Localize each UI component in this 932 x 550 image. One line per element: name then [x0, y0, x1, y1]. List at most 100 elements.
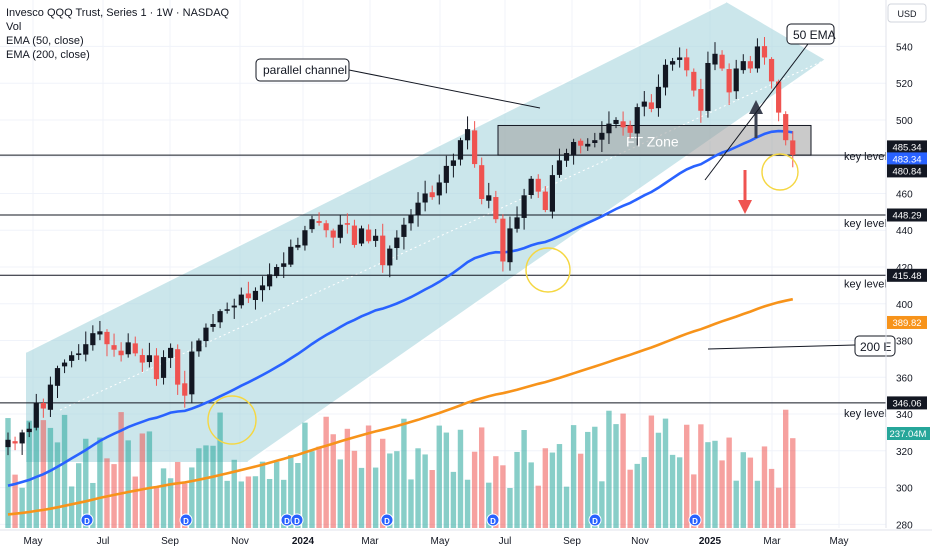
volume-bar	[5, 418, 11, 528]
volume-bar	[316, 446, 322, 528]
volume-bar	[436, 425, 442, 528]
volume-bar	[266, 478, 273, 528]
volume-bar	[125, 440, 131, 528]
candle-body	[514, 217, 520, 229]
channel-upper-line	[25, 1, 727, 353]
volume-bar	[775, 487, 782, 528]
price-tick-label: 360	[896, 373, 913, 384]
dividend-marker-label: D	[384, 517, 390, 526]
candle-body	[309, 219, 315, 230]
volume-bar	[415, 448, 421, 528]
ema200-callout-text: 200 E	[860, 340, 891, 354]
candle-body	[429, 192, 435, 198]
key-level-label: key level	[844, 218, 887, 230]
candle-body	[790, 140, 796, 155]
volume-bar	[54, 442, 61, 528]
key-level-label: key level	[844, 151, 887, 163]
volume-bar	[224, 480, 230, 528]
time-tick-label: 2025	[699, 536, 722, 547]
ema200-callout-box	[854, 335, 896, 357]
volume-bar	[139, 433, 146, 528]
candle-body	[125, 342, 131, 355]
volume-bar	[507, 487, 513, 528]
candle-body	[754, 46, 761, 69]
candle-body	[337, 224, 343, 238]
symbol-title[interactable]: Invesco QQQ Trust, Series 1 · 1W · NASDA…	[6, 7, 230, 19]
volume-bar	[167, 478, 174, 528]
volume-tag-label: 237.04M	[890, 429, 927, 440]
candle-body	[245, 293, 251, 299]
candle-body	[712, 53, 718, 65]
time-tick-label: Sep	[563, 536, 581, 547]
candle-body	[203, 327, 209, 342]
dividend-marker	[179, 513, 193, 527]
volume-bar	[486, 482, 492, 528]
candle-body	[330, 230, 336, 238]
candle-body	[189, 351, 195, 395]
price-tag-label: 448.29	[892, 211, 921, 222]
candle-body	[146, 355, 152, 363]
volume-bar	[585, 431, 591, 528]
price-tick-label: 300	[896, 484, 913, 495]
volume-bar	[606, 410, 612, 528]
volume-bar	[528, 462, 534, 528]
dividend-marker-label: D	[183, 517, 189, 526]
price-tag-label: 483.34	[892, 154, 921, 165]
candle-body	[224, 309, 230, 311]
candle-body	[655, 86, 662, 109]
ema50-legend[interactable]: EMA (50, close)	[6, 35, 84, 47]
candle-body	[274, 267, 280, 277]
candle-body	[563, 153, 570, 161]
channel-callout-text: parallel channel	[263, 63, 347, 77]
time-tick-label: Jul	[499, 536, 512, 547]
dividend-marker	[486, 513, 500, 527]
volume-bar	[691, 474, 697, 528]
candle-body	[76, 353, 82, 356]
volume-bar	[196, 448, 202, 528]
volume-bar	[450, 471, 457, 528]
supply-zone	[497, 124, 812, 156]
volume-bar	[146, 431, 153, 528]
price-tag-label: 346.06	[892, 398, 921, 409]
volume-bar	[669, 454, 676, 528]
price-tick-label: 400	[896, 300, 913, 311]
candle-body	[585, 143, 591, 147]
candle-body	[507, 228, 513, 263]
price-tick-label: 540	[896, 42, 913, 53]
volume-bar	[182, 483, 188, 528]
volume-tag	[887, 427, 930, 440]
volume-bar	[620, 413, 626, 528]
candle-body	[464, 129, 471, 141]
candle-body	[422, 193, 428, 203]
ema200-legend[interactable]: EMA (200, close)	[6, 49, 90, 61]
volume-bar	[203, 445, 209, 528]
dividend-marker-label: D	[294, 517, 300, 526]
candle-body	[351, 225, 358, 245]
candle-body	[373, 235, 379, 241]
volume-bar	[372, 467, 379, 528]
volume-bar	[684, 424, 690, 528]
candle-body	[182, 383, 188, 396]
candle-body	[521, 195, 527, 218]
volume-bar	[429, 470, 435, 528]
volume-bar	[97, 437, 103, 528]
dividend-marker-label: D	[592, 517, 598, 526]
candle-body	[677, 57, 683, 60]
time-tick-label: Nov	[631, 536, 649, 547]
candle-body	[549, 175, 555, 212]
up-arrow-head	[749, 100, 763, 114]
volume-bar	[627, 469, 633, 528]
candle-body	[620, 121, 626, 128]
volume-bar	[344, 428, 351, 528]
volume-bar	[380, 438, 386, 528]
vol-legend[interactable]: Vol	[6, 21, 22, 33]
ema50-line	[7, 129, 793, 487]
candle-body	[627, 125, 633, 133]
candle-body	[662, 64, 669, 88]
volume-bar	[761, 446, 768, 528]
price-tick-label: 440	[896, 226, 913, 237]
candle-body	[358, 228, 365, 244]
candle-body	[776, 81, 782, 113]
